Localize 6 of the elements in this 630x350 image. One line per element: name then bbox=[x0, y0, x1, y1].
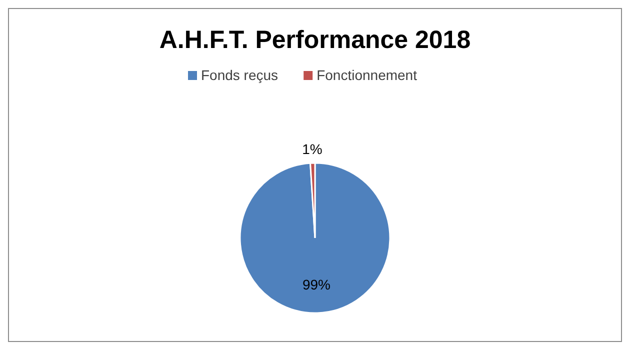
data-label: 99% bbox=[302, 276, 330, 292]
pie-slice bbox=[239, 162, 391, 314]
legend-label: Fonctionnement bbox=[316, 67, 418, 83]
chart-title: A.H.F.T. Performance 2018 bbox=[159, 26, 471, 54]
data-label: 1% bbox=[302, 141, 322, 158]
legend-label: Fonds reçus bbox=[201, 67, 278, 83]
